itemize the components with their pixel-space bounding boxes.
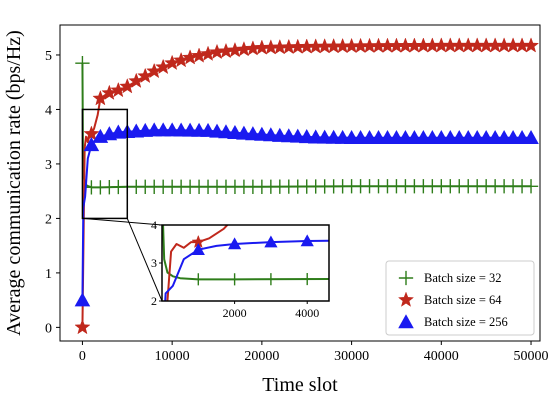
data-point [523,129,539,145]
zoom-connector [126,218,163,302]
data-point [523,179,539,194]
legend-item: Batch size = 64 [397,291,502,307]
inset-y-tick-label: 4 [151,218,157,232]
inset-background [162,225,329,301]
inset-y-tick-label: 2 [151,294,157,308]
data-point [74,292,91,307]
data-point [228,237,242,250]
data-point [192,273,205,286]
data-point [156,187,168,199]
data-point [228,211,241,223]
data-point [398,270,414,286]
legend-label: Batch size = 256 [424,315,508,329]
data-point [75,55,90,71]
inset-series-1 [156,187,329,286]
series-3 [74,122,539,307]
y-tick-label: 5 [45,49,52,64]
data-point [191,243,205,255]
inset-series-3 [164,234,329,301]
inset-series-line [166,225,229,301]
x-tick-label: 20000 [244,349,279,364]
zoom-source-box [81,108,129,220]
x-tick-label: 40000 [424,349,459,364]
x-tick-label: 30000 [334,349,369,364]
y-tick-label: 3 [45,158,52,173]
inset-plot [156,187,329,382]
y-tick-label: 2 [45,212,52,227]
data-point [173,51,190,68]
inset-y-tick-label: 3 [151,256,157,270]
plot-frame [59,24,541,342]
data-point [74,318,91,335]
inset-x-tick-label: 2000 [223,306,247,320]
inset-x-tick-label: 4000 [295,306,319,320]
data-point [300,234,314,247]
series-2 [74,37,540,335]
x-tick-label: 10000 [155,349,190,364]
data-point [301,205,314,217]
data-point [264,273,277,286]
legend-item: Batch size = 32 [398,270,502,286]
data-point [228,273,241,286]
x-axis-label: Time slot [262,374,338,396]
legend: Batch size = 32 Batch size = 64 Batch size… [385,260,535,336]
data-point [264,235,278,248]
data-point [265,207,278,219]
x-tick-label: 0 [79,349,86,364]
data-point [301,273,314,286]
y-axis-label: Average communication rate (bps/Hz) [3,30,25,336]
legend-label: Batch size = 64 [424,293,502,307]
data-point [83,137,100,152]
y-tick-label: 4 [45,103,52,118]
data-point [398,314,414,329]
y-tick-label: 1 [45,267,52,282]
legend-box [385,260,535,336]
zoom-connector [82,217,163,226]
x-tick-label: 50000 [514,349,549,364]
data-point [156,370,169,382]
inset-series-line [164,239,329,301]
data-point [522,37,540,53]
data-point [397,291,415,307]
legend-label: Batch size = 32 [424,271,502,285]
legend-item: Batch size = 256 [398,314,508,329]
y-tick-label: 0 [45,321,52,336]
